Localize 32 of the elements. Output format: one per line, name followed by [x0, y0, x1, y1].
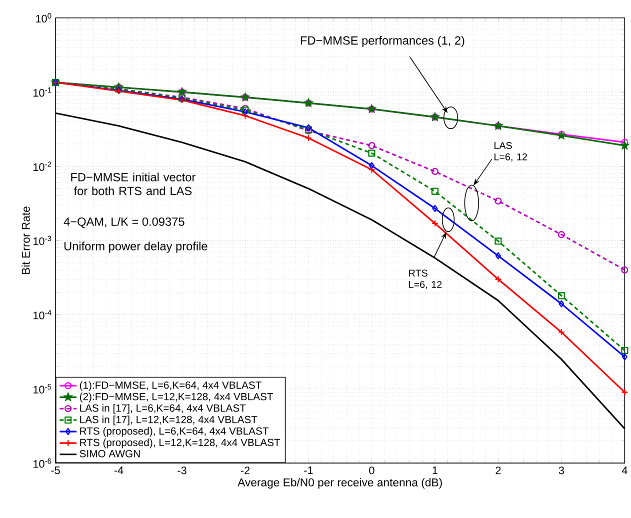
y-axis-title: Bit Error Rate — [22, 206, 30, 274]
x-tick-label: -4 — [114, 466, 124, 474]
annotation: FD−MMSE initial vector for both RTS and LAS — [71, 172, 196, 196]
annotation: Uniform power delay profile — [64, 242, 208, 253]
y-tick-label: 10$^{0}$ — [36, 13, 52, 23]
y-tick-label: 10$^{-6}$ — [34, 458, 52, 468]
x-tick-label: -2 — [240, 466, 250, 474]
annotation: LAS L=6, 12 — [494, 142, 527, 162]
x-tick-label: -1 — [304, 466, 313, 474]
x-tick-label: 1 — [432, 466, 438, 474]
annotation: 4−QAM, L/K = 0.09375 — [64, 217, 184, 228]
legend-label: RTS (proposed), L=6,K=64, 4x4 VBLAST — [80, 427, 269, 437]
x-tick-label: -3 — [178, 466, 186, 474]
legend-label: LAS in [17], L=6,K=64, 4x4 VBLAST — [80, 404, 246, 414]
legend-label: (1):FD−MMSE, L=6,K=64, 4x4 VBLAST — [80, 381, 262, 392]
legend-label: RTS (proposed), L=12,K=128, 4x4 VBLAST — [80, 438, 280, 448]
x-tick-label: 4 — [622, 466, 628, 474]
y-tick-label: 10$^{-2}$ — [34, 162, 52, 172]
y-tick-label: 10$^{-5}$ — [34, 384, 52, 394]
x-tick-label: 2 — [496, 466, 501, 474]
y-tick-label: 10$^{-3}$ — [34, 236, 52, 246]
annotation: FD−MMSE performances (1, 2) — [300, 36, 464, 48]
x-axis-title: Average Eb/N0 per receive antenna (dB) — [238, 478, 442, 489]
y-tick-label: 10$^{-1}$ — [34, 88, 52, 97]
legend-label: SIMO AWGN — [80, 450, 140, 458]
legend-label: (2):FD−MMSE, L=12,K=128, 4x4 VBLAST — [80, 392, 274, 403]
x-tick-label: 0 — [369, 466, 374, 474]
annotation: RTS L=6, 12 — [409, 270, 442, 290]
x-tick-label: -5 — [51, 466, 60, 474]
legend-label: LAS in [17], L=12,K=128, 4x4 VBLAST — [80, 416, 258, 426]
y-tick-label: 10$^{-4}$ — [34, 310, 52, 320]
x-tick-label: 3 — [558, 466, 564, 474]
